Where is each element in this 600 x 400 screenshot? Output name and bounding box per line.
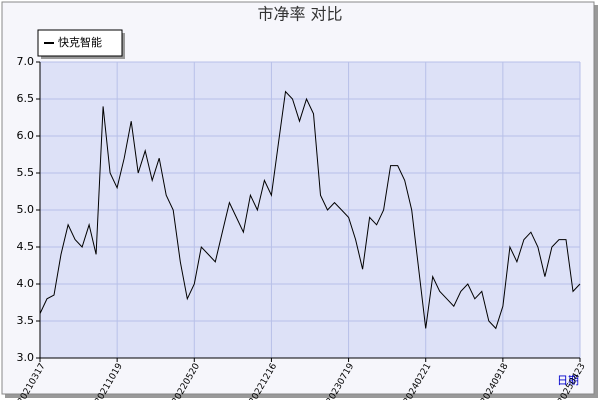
y-tick-label: 4.5 — [17, 240, 35, 253]
y-tick-label: 4.0 — [17, 277, 35, 290]
y-tick-label: 3.5 — [17, 314, 35, 327]
y-tick-label: 7.0 — [17, 55, 35, 68]
y-tick-label: 5.0 — [17, 203, 35, 216]
series-line — [39, 90, 581, 330]
y-tick-label: 6.0 — [17, 129, 35, 142]
legend-label: 快克智能 — [58, 35, 102, 49]
x-axis-label: 日期 — [557, 374, 579, 387]
chart-title: 市净率 对比 — [257, 5, 342, 24]
y-tick-label: 5.5 — [17, 166, 35, 179]
y-tick-label: 6.5 — [17, 92, 35, 105]
y-tick-label: 3.0 — [17, 351, 35, 364]
